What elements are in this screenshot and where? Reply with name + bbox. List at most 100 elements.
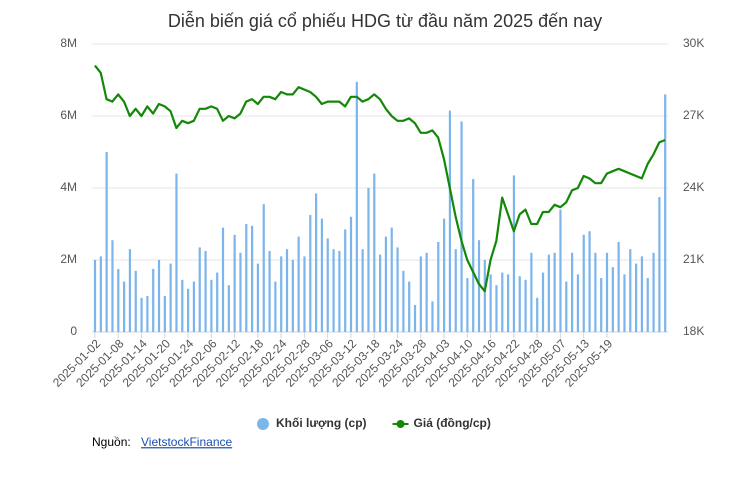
- y-tick-label: 8M: [60, 36, 77, 50]
- legend-symbol: [257, 418, 269, 430]
- bar: [658, 197, 661, 332]
- y-tick-label: 6M: [60, 108, 77, 122]
- bar: [221, 227, 225, 332]
- bar: [123, 281, 126, 332]
- bar: [547, 254, 550, 332]
- bar: [530, 252, 533, 332]
- bar: [571, 252, 574, 332]
- y2-tick-label: 27K: [683, 108, 704, 122]
- bar: [163, 296, 166, 332]
- y2-tick-label: 30K: [683, 36, 704, 50]
- bar: [245, 224, 248, 332]
- bar: [157, 260, 161, 332]
- bar: [652, 252, 655, 332]
- bar: [588, 231, 591, 332]
- bar: [146, 296, 149, 332]
- bar: [181, 279, 184, 332]
- bar: [216, 272, 219, 332]
- bar: [99, 256, 102, 332]
- bar: [367, 188, 370, 332]
- bar: [117, 269, 120, 332]
- bar: [256, 263, 260, 332]
- bar: [349, 216, 353, 332]
- bar: [472, 179, 475, 332]
- bar: [623, 274, 626, 332]
- y2-tick-label: 24K: [683, 180, 704, 194]
- bar: [227, 285, 230, 332]
- bar: [111, 240, 114, 332]
- bar: [640, 256, 644, 332]
- bar: [303, 256, 306, 332]
- bar: [280, 256, 283, 332]
- bar: [501, 272, 504, 332]
- bar: [187, 288, 190, 332]
- bar: [105, 152, 108, 332]
- bar: [379, 254, 382, 332]
- chart-title: Diễn biến giá cổ phiếu HDG từ đầu năm 20…: [168, 10, 602, 31]
- bar: [437, 242, 440, 332]
- bar: [553, 252, 556, 332]
- bar: [198, 247, 201, 332]
- bar: [495, 285, 498, 332]
- bar: [262, 204, 265, 332]
- bar: [128, 249, 132, 332]
- bar: [93, 260, 97, 332]
- bar: [291, 260, 294, 332]
- price-line: [94, 64, 666, 293]
- y-tick-label: 4M: [60, 180, 77, 194]
- bar: [443, 218, 446, 332]
- bar: [233, 234, 236, 332]
- bar: [309, 215, 312, 332]
- bar: [448, 110, 452, 332]
- bar: [594, 252, 597, 332]
- bar: [635, 263, 638, 332]
- bar: [646, 278, 649, 332]
- bar: [175, 173, 178, 332]
- legend-label: Khối lượng (cp): [276, 416, 367, 430]
- bar: [518, 276, 521, 332]
- bar: [582, 234, 585, 332]
- bar: [512, 175, 516, 332]
- y2-tick-label: 18K: [683, 324, 704, 338]
- bar: [617, 242, 620, 332]
- y-tick-label: 0: [70, 324, 77, 338]
- bar: [629, 249, 632, 332]
- bar: [413, 305, 417, 332]
- bar: [408, 281, 411, 332]
- legend-label: Giá (đồng/cp): [414, 416, 491, 430]
- bar: [326, 238, 329, 332]
- bar: [140, 297, 143, 332]
- bar: [169, 263, 172, 332]
- bar: [355, 81, 358, 332]
- bar: [204, 251, 207, 332]
- bar: [477, 240, 481, 332]
- bar: [134, 270, 137, 332]
- y2-tick-label: 21K: [683, 252, 704, 266]
- bar: [210, 279, 213, 332]
- bar: [431, 301, 434, 332]
- bar: [454, 249, 457, 332]
- bar: [396, 247, 399, 332]
- bar: [390, 227, 393, 332]
- legend-symbol: [396, 420, 405, 428]
- bar: [152, 269, 155, 332]
- bar: [285, 249, 289, 332]
- bar: [483, 260, 486, 332]
- bar: [541, 272, 545, 332]
- bar: [507, 274, 510, 332]
- bar: [425, 252, 428, 332]
- bar: [419, 256, 422, 332]
- bar: [268, 251, 271, 332]
- bar: [460, 121, 463, 333]
- bar: [524, 279, 527, 332]
- bar: [315, 193, 318, 332]
- source-link[interactable]: VietstockFinance: [141, 435, 232, 449]
- bar: [605, 252, 609, 332]
- bar: [489, 274, 492, 332]
- bar: [664, 94, 667, 333]
- bar: [565, 281, 568, 332]
- bar: [192, 281, 196, 332]
- bar: [239, 252, 242, 332]
